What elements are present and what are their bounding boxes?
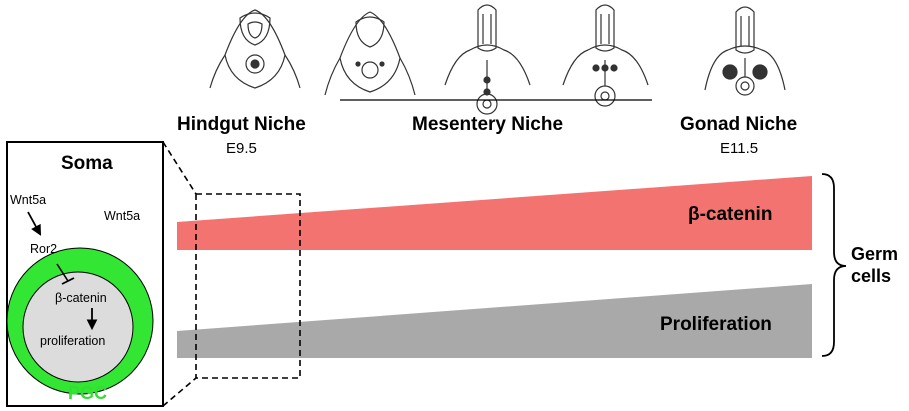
proliferation-soma-label: proliferation <box>40 334 106 348</box>
proliferation-band <box>177 284 812 358</box>
ror2-inhibits-beta-catenin <box>56 263 69 282</box>
embryo-section-mesentery-3-icon <box>562 4 649 107</box>
inhibition-bar <box>61 277 75 285</box>
wnt5a-right-label: Wnt5a <box>104 209 141 223</box>
hindgut-niche-stage: E9.5 <box>226 140 257 157</box>
ror2-label: Ror2 <box>30 242 58 256</box>
zoom-line-bottom <box>162 377 197 407</box>
embryo-section-mesentery-1-icon <box>324 11 416 96</box>
beta-catenin-band-label: β-catenin <box>688 204 773 225</box>
gonad-niche-title: Gonad Niche <box>680 114 798 135</box>
wnt5a-left-label: Wnt5a <box>10 193 47 207</box>
germ-cells-label-line2: cells <box>851 266 892 286</box>
wnt5a-to-ror2-arrow <box>27 211 42 236</box>
zoom-line-top <box>162 141 197 195</box>
gonad-niche-stage: E11.5 <box>720 140 759 157</box>
germ-cells-label: Germ cells <box>851 243 898 287</box>
pgc-label: PGC <box>68 383 108 403</box>
germ-cells-brace <box>821 173 847 357</box>
pgc-core <box>22 271 134 383</box>
soma-title: Soma <box>61 153 113 174</box>
embryo-section-mesentery-2-icon <box>444 4 531 115</box>
zoom-region-box <box>195 193 301 379</box>
beta-catenin-band <box>177 176 812 250</box>
mesentery-niche-title: Mesentery Niche <box>412 114 564 135</box>
embryo-section-gonad-icon <box>704 6 786 96</box>
germ-cells-label-line1: Germ <box>851 244 899 264</box>
embryo-section-hindgut-icon <box>209 9 301 89</box>
beta-catenin-soma-label: β-catenin <box>55 291 107 305</box>
hindgut-niche-title: Hindgut Niche <box>177 114 306 135</box>
proliferation-band-label: Proliferation <box>660 314 772 335</box>
